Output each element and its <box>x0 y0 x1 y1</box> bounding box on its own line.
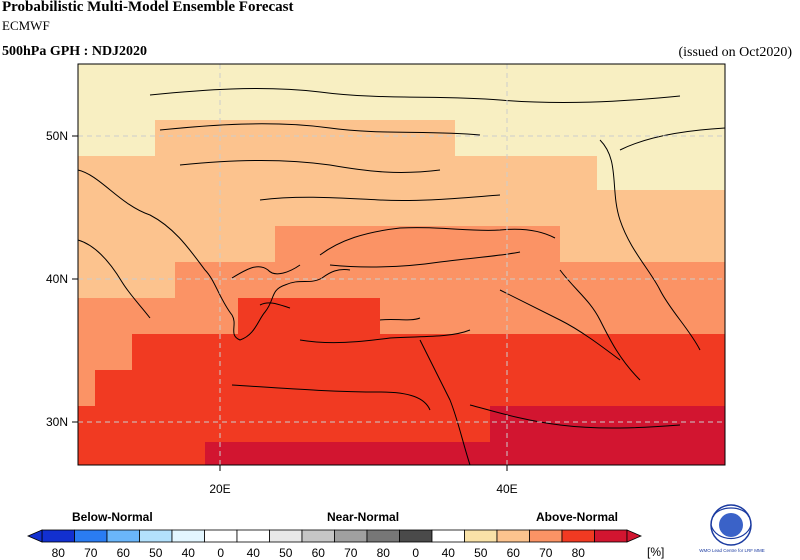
legend-tick-label: 40 <box>247 546 261 560</box>
variable-label: 500hPa GPH : NDJ2020 <box>2 44 148 59</box>
legend-swatch <box>594 529 628 543</box>
legend-arrow-left <box>26 529 43 543</box>
legend-tick-label: 80 <box>52 546 66 560</box>
legend-swatch <box>561 529 595 543</box>
legend-swatch <box>464 529 498 543</box>
legend-swatch <box>236 529 270 543</box>
chart-title: Probabilistic Multi-Model Ensemble Forec… <box>2 0 294 15</box>
legend-arrow-right <box>626 529 643 543</box>
legend-tick-label: 0 <box>217 546 224 560</box>
near-normal-label: Near-Normal <box>327 510 400 524</box>
legend-swatch <box>399 529 433 543</box>
issued-date: (issued on Oct2020) <box>678 45 792 60</box>
lat-label-30n: 30N <box>46 415 68 429</box>
coastlines <box>78 88 725 465</box>
legend-tick-label: 40 <box>182 546 196 560</box>
probability-field <box>78 64 725 465</box>
legend-swatch <box>106 529 140 543</box>
color-legend: 80 70 60 50 40 0 40 50 60 70 80 0 40 50 60 70 80 [%] <box>26 529 664 560</box>
lat-label-40n: 40N <box>46 272 68 286</box>
legend-tick-label: 60 <box>507 546 521 560</box>
legend-tick-label: 70 <box>344 546 358 560</box>
above-normal-label: Above-Normal <box>536 510 619 524</box>
legend-tick-label: 0 <box>412 546 419 560</box>
band-80-plus <box>205 406 725 465</box>
legend-tick-label: 60 <box>117 546 131 560</box>
legend-swatch <box>204 529 238 543</box>
model-name: ECMWF <box>2 18 50 33</box>
legend-swatch <box>366 529 400 543</box>
lon-label-20e: 20E <box>209 482 230 496</box>
legend-tick-label: 50 <box>279 546 293 560</box>
legend-tick-label: 70 <box>539 546 553 560</box>
legend-tick-label: 80 <box>377 546 391 560</box>
legend-swatch <box>529 529 563 543</box>
legend-tick-label: 60 <box>312 546 326 560</box>
map-frame <box>77 63 726 466</box>
lon-label-40e: 40E <box>496 482 517 496</box>
lat-label-50n: 50N <box>46 129 68 143</box>
legend-swatch <box>334 529 368 543</box>
below-normal-label: Below-Normal <box>72 510 153 524</box>
legend-tick-label: 40 <box>442 546 456 560</box>
legend-tick-label: 50 <box>149 546 163 560</box>
legend-swatch <box>41 529 75 543</box>
legend-swatch <box>301 529 335 543</box>
legend-tick-label: 80 <box>572 546 586 560</box>
wmo-logo <box>710 504 752 546</box>
legend-swatch <box>431 529 465 543</box>
axis-ticks <box>72 135 508 471</box>
gridlines <box>78 64 725 465</box>
legend-swatch <box>269 529 303 543</box>
legend-tick-label: 70 <box>84 546 98 560</box>
legend-swatch <box>139 529 173 543</box>
legend-tick-label: 50 <box>474 546 488 560</box>
legend-swatch <box>74 529 108 543</box>
legend-unit: [%] <box>647 545 664 559</box>
legend-swatch <box>496 529 530 543</box>
legend-swatch <box>171 529 205 543</box>
logo-caption: WMO Lead Centre for LRF MME <box>699 548 765 553</box>
